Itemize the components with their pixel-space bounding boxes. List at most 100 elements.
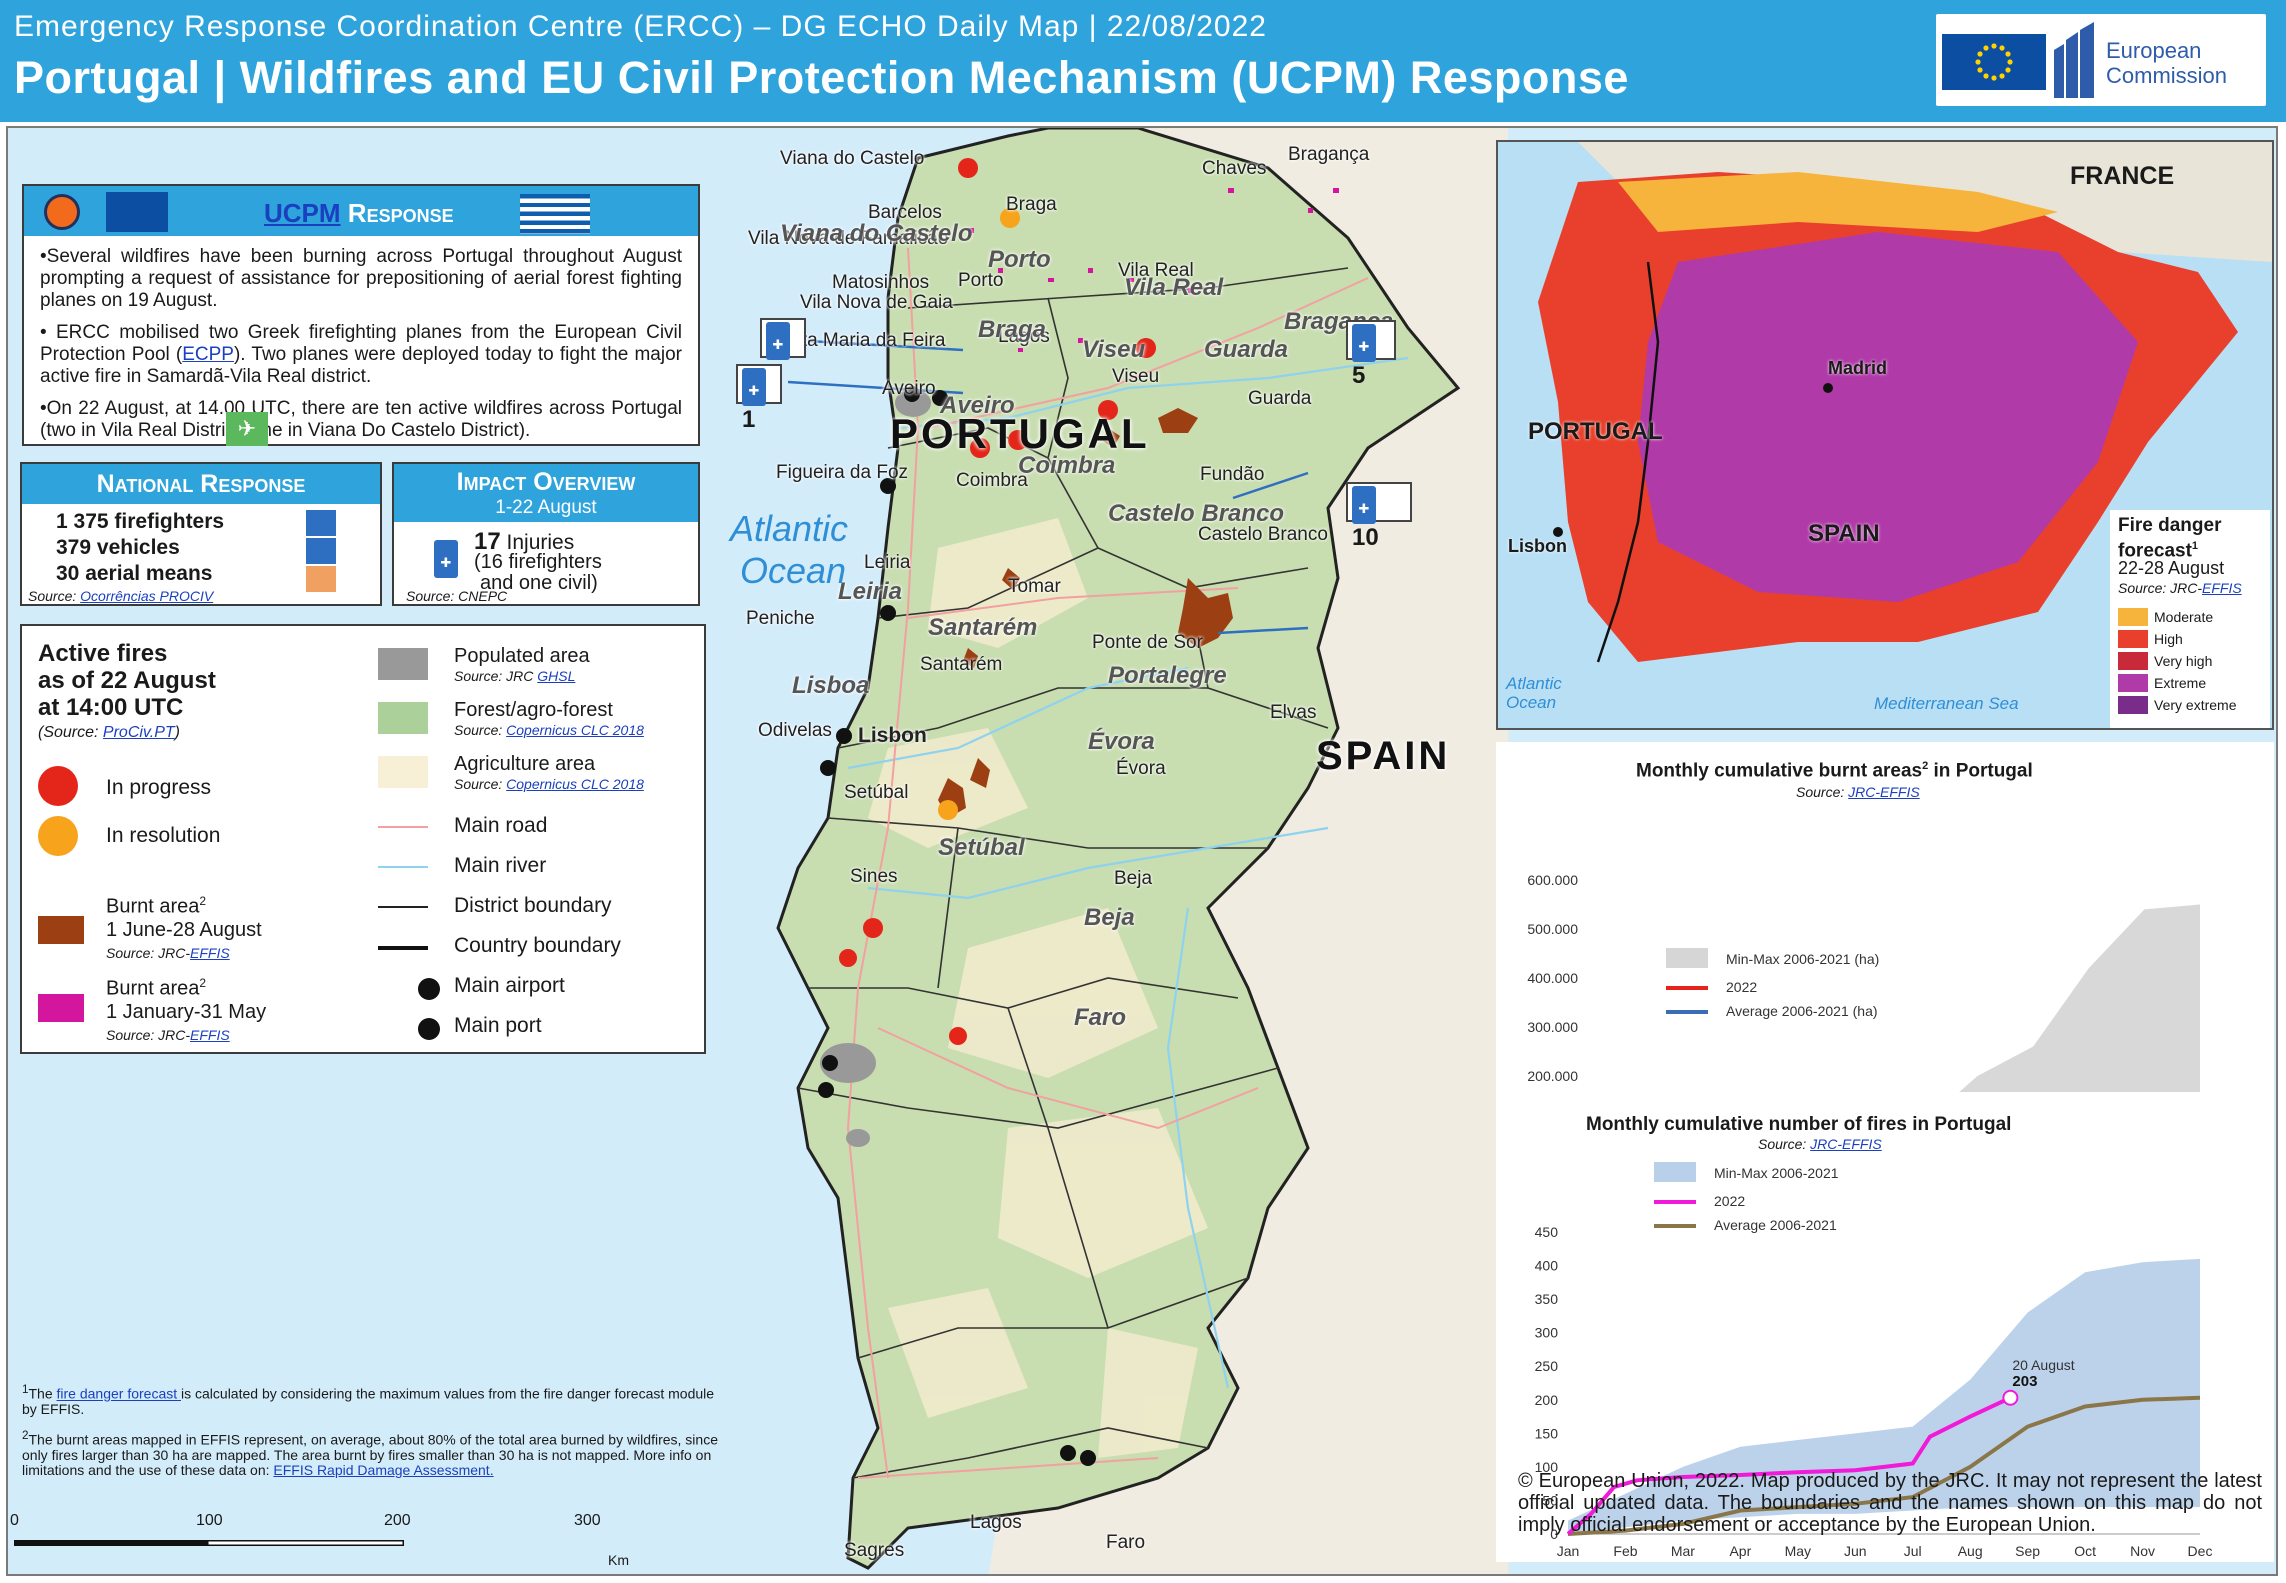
x-tick-label: Jul	[1904, 1543, 1922, 1559]
ghsl-link[interactable]: GHSL	[537, 668, 576, 684]
fire-in-resolution-icon	[938, 208, 1020, 820]
legend-2022-label: 2022	[1726, 979, 1757, 995]
aerial-means-icon	[306, 566, 336, 592]
national-row-aerial: 30 aerial means	[56, 562, 213, 585]
chart1-source: Source: JRC-EFFIS	[1796, 784, 1920, 800]
legend-agriculture: Agriculture area	[454, 753, 596, 775]
injured-person-icon: ✚	[1352, 486, 1376, 524]
x-tick-label: Jun	[1844, 1543, 1867, 1559]
chart1-source-link[interactable]: JRC-EFFIS	[1848, 784, 1920, 800]
fire-in-progress-icon	[38, 766, 78, 806]
fire-danger-label: Moderate	[2154, 609, 2214, 626]
city-label-vila-nova-de-famalicao: Vila Nova de Famalicão	[748, 228, 949, 249]
european-commission-logo: European Commission	[1936, 14, 2266, 106]
impact-count: 17	[474, 528, 501, 555]
populated-area-swatch	[378, 648, 428, 680]
iberia-danger-moderate	[1618, 172, 2058, 232]
district-label-porto: Porto	[988, 246, 1051, 273]
footnote-1: 1The fire danger forecast is calculated …	[22, 1383, 715, 1417]
fire-danger-class: High	[2118, 630, 2268, 650]
main-river-swatch	[378, 866, 428, 868]
x-tick-label: Nov	[2130, 1543, 2155, 1559]
y-tick-label: 400.000	[1527, 970, 1578, 986]
clc-link-1[interactable]: Copernicus CLC 2018	[506, 722, 644, 738]
city-label-porto: Porto	[958, 270, 1004, 291]
y-tick-label: 400	[1535, 1258, 1559, 1274]
logo-text-line2: Commission	[2106, 63, 2228, 88]
aerial-plane-icon: ✈	[226, 412, 268, 446]
greece-flag-icon	[520, 194, 590, 234]
district-label-evora: Évora	[1088, 728, 1155, 755]
injured-person-icon: ✚	[1352, 324, 1376, 362]
fire-danger-legend: Fire danger forecast1 22-28 August Sourc…	[2110, 510, 2270, 728]
legend-heading-1: Active fires	[38, 640, 168, 667]
fire-danger-label: High	[2154, 631, 2183, 648]
inset-map-svg	[1538, 142, 2272, 663]
scale-label-0: 0	[10, 1512, 19, 1529]
x-tick-label: Jan	[1557, 1543, 1580, 1559]
district-label-vila-real: Vila Real	[1124, 274, 1224, 301]
fire-danger-swatch	[2118, 652, 2148, 671]
city-label-setubal: Setúbal	[844, 782, 909, 803]
city-label-fundao: Fundão	[1200, 464, 1265, 485]
district-label-faro: Faro	[1074, 1004, 1127, 1031]
scale-label-100: 100	[196, 1512, 223, 1529]
legend-main-airport: Main airport	[454, 974, 565, 997]
fire-danger-forecast-link[interactable]: fire danger forecast	[56, 1385, 182, 1402]
ucpm-link[interactable]: UCPM	[264, 198, 341, 228]
chart2-source: Source: JRC-EFFIS	[1758, 1136, 1882, 1152]
ucpm-response-box: UCPM Response •Several wildfires have be…	[22, 184, 700, 446]
city-label-peniche: Peniche	[746, 608, 815, 629]
lisbon-marker	[1553, 527, 1563, 537]
airport-icon	[418, 978, 440, 1000]
effis-link-2[interactable]: EFFIS	[190, 1026, 230, 1043]
ecpp-link[interactable]: ECPP	[182, 344, 234, 365]
legend-district-boundary: District boundary	[454, 894, 612, 917]
legend-band-label: Min-Max 2006-2021	[1714, 1165, 1839, 1181]
legend-main-river: Main river	[454, 854, 547, 877]
port-icon	[418, 1018, 440, 1040]
city-label-lagos-north: Lagos	[998, 326, 1050, 347]
legend-populated: Populated area	[454, 645, 590, 667]
series-2022-line	[1566, 1395, 2012, 1536]
city-label-coimbra: Coimbra	[956, 470, 1028, 491]
y-tick-label: 300.000	[1527, 1019, 1578, 1035]
chart2-source-link[interactable]: JRC-EFFIS	[1810, 1136, 1882, 1152]
district-label-portalegre: Portalegre	[1108, 662, 1227, 689]
inset-label-mediterranean: Mediterranean Sea	[1874, 694, 2019, 713]
firefighter-icon	[306, 510, 336, 536]
clc-link-2[interactable]: Copernicus CLC 2018	[506, 776, 644, 792]
effis-link-1[interactable]: EFFIS	[190, 944, 230, 961]
prociv-pt-link[interactable]: ProCiv.PT	[102, 724, 175, 741]
civil-protection-icon	[44, 194, 80, 230]
effis-link-inset[interactable]: EFFIS	[2202, 580, 2242, 596]
district-label-viana-do-castelo: Viana do Castelo	[780, 220, 973, 247]
district-label-setubal: Setúbal	[938, 834, 1025, 861]
annotation-date: 20 August	[2012, 1357, 2074, 1373]
x-tick-label: Sep	[2015, 1543, 2040, 1559]
impact-subtitle: 1-22 August	[495, 497, 597, 518]
fire-danger-class: Very extreme	[2118, 696, 2268, 716]
forest-swatch	[378, 702, 428, 734]
district-label-guarda: Guarda	[1204, 336, 1289, 363]
y-tick-label: 0	[1550, 1526, 1558, 1542]
prociv-link[interactable]: Ocorrências PROCIV	[80, 588, 214, 604]
annotation-value: 203	[2012, 1373, 2037, 1390]
city-label-viseu: Viseu	[1112, 366, 1160, 387]
fire-count-chart: 0 50 100 150 200 250 300 350 400 450 Jan Feb Mar Apr M…	[1535, 1162, 2212, 1559]
ucpm-paragraph-2: • ERCC mobilised two Greek firefighting …	[40, 322, 682, 387]
fire-danger-legend-title-1: Fire danger	[2118, 515, 2222, 536]
legend-in-resolution: In resolution	[106, 824, 221, 847]
eu-flag-small-icon	[106, 192, 168, 232]
effis-rda-link[interactable]: EFFIS Rapid Damage Assessment.	[273, 1461, 494, 1478]
x-tick-label: Apr	[1729, 1543, 1751, 1559]
injury-badge-braga: ✚ 1	[760, 318, 806, 387]
chart2-title: Monthly cumulative number of fires in Po…	[1586, 1114, 2012, 1135]
burnt-area-patch	[1178, 578, 1233, 648]
y-tick-label: 200	[1535, 1392, 1559, 1408]
fire-danger-label: Extreme	[2154, 675, 2207, 692]
scale-label-200: 200	[384, 1512, 411, 1529]
national-row-vehicles: 379 vehicles	[56, 536, 180, 559]
city-label-aveiro: Aveiro	[882, 378, 936, 399]
fire-danger-inset: FRANCE PORTUGAL SPAIN Madrid Lisbon Atla…	[1496, 140, 2274, 730]
